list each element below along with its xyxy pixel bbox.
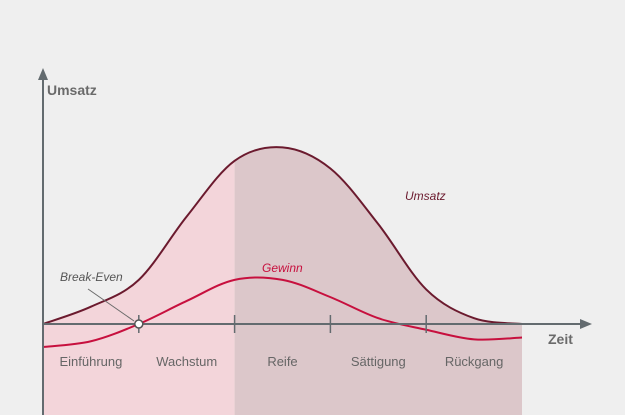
x-axis-label: Zeit xyxy=(548,331,573,347)
y-axis-label: Umsatz xyxy=(47,82,97,98)
y-axis-arrow-icon xyxy=(38,68,48,80)
gewinn-line xyxy=(42,276,523,349)
break-even-label: Break-Even xyxy=(60,270,123,284)
phase-label: Reife xyxy=(267,354,297,369)
phase-label: Einführung xyxy=(59,354,122,369)
x-axis-arrow-icon xyxy=(580,319,592,329)
break-even-leader-line xyxy=(87,288,135,322)
umsatz-series-label: Umsatz xyxy=(405,189,446,203)
phase-labels: Einführung Wachstum Reife Sättigung Rückgang xyxy=(59,354,503,369)
phase-label: Wachstum xyxy=(156,354,217,369)
umsatz-area xyxy=(43,0,522,324)
break-even-marker xyxy=(134,319,144,329)
phase-label: Rückgang xyxy=(445,354,504,369)
umsatz-line xyxy=(42,146,523,325)
phase-label: Sättigung xyxy=(351,354,406,369)
gewinn-series-label: Gewinn xyxy=(262,261,303,275)
